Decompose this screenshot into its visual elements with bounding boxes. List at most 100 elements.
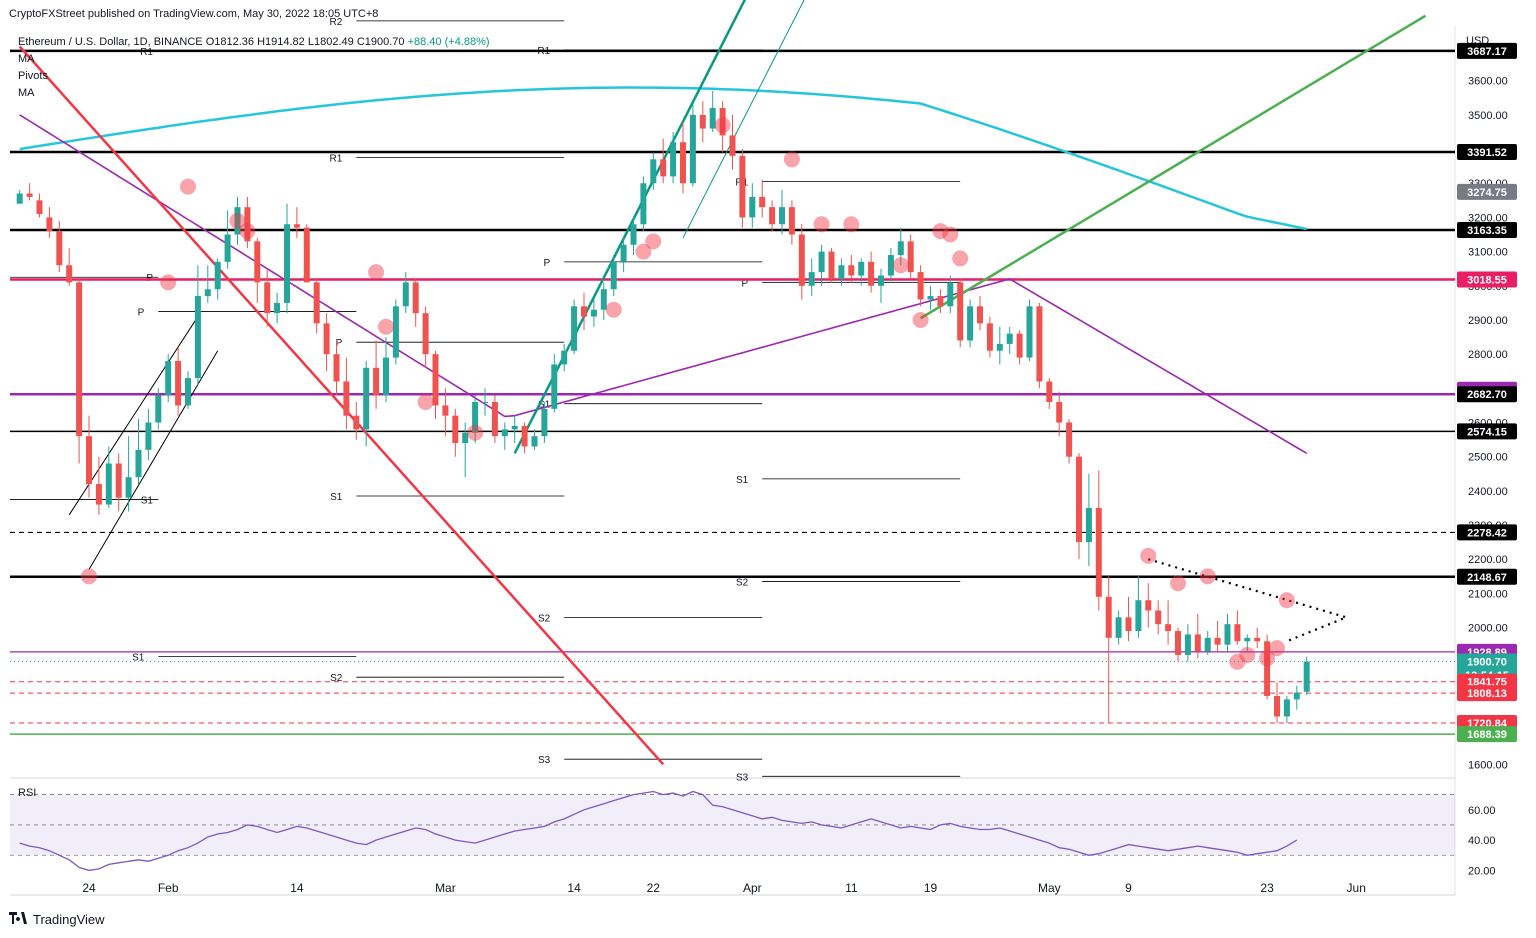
candle-body	[1056, 402, 1063, 423]
candle	[333, 340, 340, 396]
candle	[1303, 656, 1310, 696]
price-label-bg	[1457, 42, 1517, 59]
rsi-pane-label[interactable]: RSI	[18, 787, 37, 799]
candle-body	[937, 296, 944, 307]
candle-body	[16, 193, 23, 204]
candle	[788, 200, 795, 245]
candle-body	[244, 207, 251, 242]
candle-body	[402, 282, 409, 307]
candle-body	[927, 296, 934, 300]
candle	[383, 337, 389, 402]
candle	[709, 90, 716, 132]
price-tick-label: 3500.00	[1468, 110, 1508, 122]
candle	[630, 217, 637, 256]
swing-marker	[160, 274, 177, 291]
swing-marker	[952, 250, 969, 267]
study-ma-200[interactable]: MA	[18, 53, 35, 65]
price-label-text: 3391.52	[1467, 147, 1507, 159]
candle	[86, 415, 92, 498]
candle-body	[1026, 306, 1033, 358]
price-label-text: 1688.39	[1467, 729, 1507, 741]
price-tick-label: 3600.00	[1468, 76, 1508, 88]
candle	[650, 152, 657, 191]
candle	[996, 326, 1003, 365]
candle	[343, 357, 350, 430]
candle	[1283, 695, 1290, 724]
candle	[303, 224, 310, 283]
candle-body	[828, 251, 835, 279]
candle-body	[284, 224, 290, 303]
price-tick-label: 3100.00	[1468, 247, 1508, 259]
price-label-text: 2148.67	[1467, 572, 1507, 584]
candle-body	[818, 251, 825, 273]
candle-body	[887, 255, 894, 276]
rsi-line	[19, 790, 1298, 872]
candle	[1115, 610, 1122, 645]
candle	[442, 388, 449, 437]
candle-body	[699, 114, 706, 129]
swing-marker	[892, 257, 909, 274]
study-pivots[interactable]: Pivots	[18, 70, 48, 82]
candle	[689, 104, 696, 187]
candle-body	[1076, 456, 1082, 543]
candle-body	[1234, 624, 1241, 642]
pivot-label: P	[544, 258, 551, 269]
candle-body	[848, 265, 855, 276]
candle-body	[551, 364, 558, 409]
tradingview-logo-icon	[9, 912, 29, 927]
candle	[1085, 473, 1092, 567]
candle	[115, 453, 122, 512]
publisher-bar: CryptoFXStreet published on TradingView.…	[0, 0, 1536, 26]
candle-body	[650, 159, 657, 184]
swing-marker	[1239, 646, 1256, 663]
candle-body	[274, 302, 281, 314]
price-label-bg	[1457, 423, 1517, 440]
candle	[868, 251, 875, 293]
candle	[897, 227, 904, 266]
candle	[561, 343, 568, 372]
candle	[274, 292, 281, 324]
candle-body	[105, 463, 112, 505]
candle-body	[1214, 637, 1221, 645]
candle-body	[917, 272, 924, 300]
candle-body	[373, 367, 380, 396]
candle	[610, 255, 617, 297]
pivot-label: R1	[330, 154, 343, 165]
symbol-row: Ethereum / U.S. Dollar, 1D, BINANCE O181…	[18, 34, 490, 51]
candle-body	[1105, 596, 1112, 638]
candle	[531, 429, 538, 450]
candle	[878, 268, 884, 303]
candle-body	[1224, 624, 1231, 645]
candle	[986, 316, 993, 358]
candle	[977, 296, 983, 331]
candle-body	[1085, 507, 1092, 543]
ma-200-line	[19, 86, 1307, 231]
pivot-label: S3	[736, 772, 749, 783]
candle	[1244, 634, 1251, 652]
candle	[957, 278, 964, 348]
candle-body	[788, 207, 795, 235]
swing-marker	[368, 264, 385, 281]
candle-body	[897, 241, 904, 256]
candle	[313, 278, 320, 334]
candle-body	[1274, 695, 1280, 717]
candle-body	[412, 282, 419, 314]
study-ma-50[interactable]: MA	[18, 87, 35, 99]
candle	[1254, 627, 1261, 649]
candle	[1194, 613, 1201, 659]
tradingview-brand[interactable]: TradingView	[9, 912, 105, 927]
candle	[1036, 302, 1043, 389]
candle-body	[620, 244, 627, 262]
candle	[26, 183, 33, 201]
time-tick-label: Apr	[743, 881, 762, 895]
candle	[224, 210, 231, 269]
tradingview-label: TradingView	[33, 912, 105, 927]
time-tick-label: 11	[845, 881, 858, 895]
price-label-tag: 2278.42	[1457, 524, 1517, 541]
candle	[293, 207, 300, 238]
candle	[887, 248, 894, 283]
time-tick-label: 22	[647, 881, 661, 895]
price-tick-label: 2900.00	[1468, 315, 1508, 327]
price-label-tag: 2574.15	[1457, 423, 1517, 440]
